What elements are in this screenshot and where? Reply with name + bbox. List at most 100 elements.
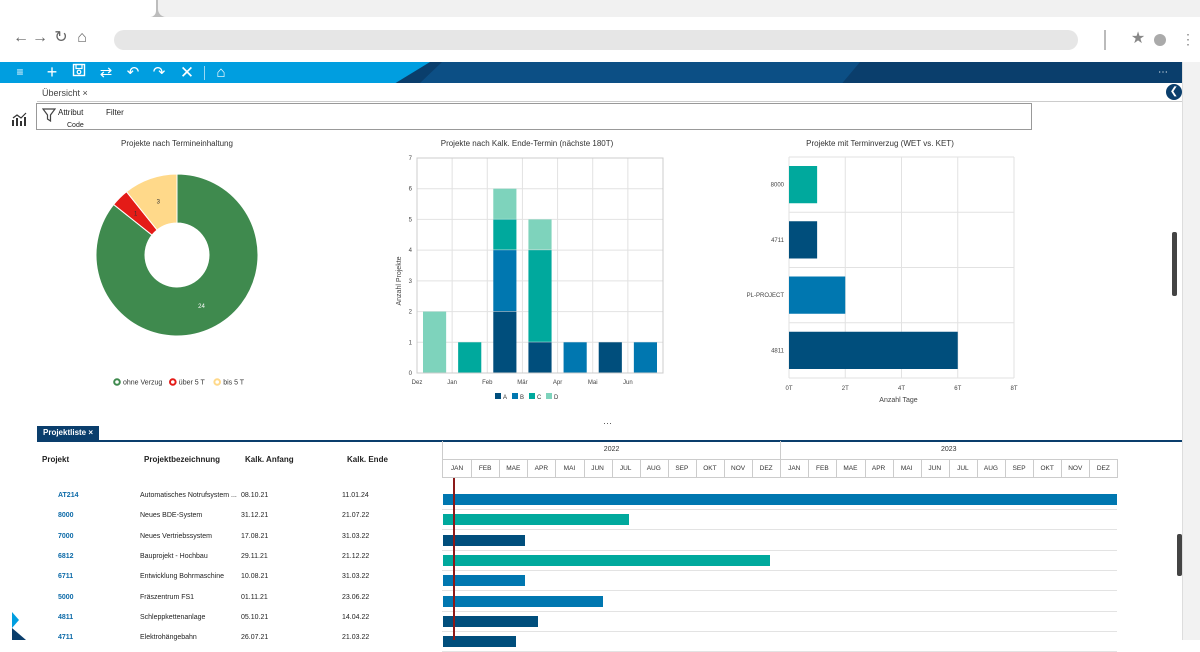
cell-ende: 21.03.22: [342, 634, 370, 642]
x-tick-label: Jun: [623, 380, 633, 386]
gantt-month-label: MAE: [506, 465, 521, 472]
gantt-month-divider: [1033, 459, 1035, 477]
cell-projekt[interactable]: 7000: [58, 532, 74, 540]
cell-projekt[interactable]: 5000: [58, 593, 74, 601]
col-header-projekt[interactable]: Projekt: [42, 455, 70, 464]
gantt-month-label: FEB: [816, 465, 829, 472]
y-tick-label: 3: [409, 279, 413, 285]
back-icon[interactable]: ←: [13, 29, 29, 46]
col-header-bezeichnung[interactable]: Projektbezeichnung: [144, 455, 221, 464]
cell-anfang: 26.07.21: [241, 634, 269, 642]
gantt-header: [442, 441, 1118, 478]
scrollbar-thumb-top[interactable]: [1172, 232, 1177, 296]
x-tick-label: Mai: [588, 380, 598, 386]
y-tick-label: 0: [409, 371, 413, 377]
legend-marker: [113, 378, 121, 386]
page-scrollbar[interactable]: [1182, 62, 1200, 640]
chart3-title: Projekte mit Terminverzug (WET vs. KET): [806, 139, 954, 148]
bar-segment: [528, 342, 552, 373]
profile-icon[interactable]: [1154, 34, 1166, 46]
gantt-month-divider: [920, 459, 922, 477]
gantt-month-divider: [892, 459, 894, 477]
tab-projektliste[interactable]: Projektliste ×: [37, 426, 100, 440]
address-bar[interactable]: [114, 30, 1078, 50]
scrollbar-thumb-bottom[interactable]: [1177, 534, 1182, 576]
tab-divider: [37, 101, 1182, 102]
tab-overview[interactable]: Übersicht ×: [42, 88, 88, 98]
gantt-month-label: JAN: [788, 465, 801, 472]
x-axis-label: Anzahl Tage: [879, 397, 918, 404]
menu-icon[interactable]: ≡: [16, 65, 24, 79]
donut-slice: [125, 173, 178, 231]
y-tick-label: 5: [409, 217, 413, 223]
col-header-ende[interactable]: Kalk. Ende: [347, 455, 388, 464]
cell-bezeichnung: Automatisches Notrufsystem ...: [140, 492, 237, 499]
y-tick-label: 4811: [771, 348, 785, 354]
gantt-month-label: APR: [871, 465, 886, 472]
splitter-handle[interactable]: ⋯: [603, 418, 612, 428]
cell-ende: 14.04.22: [342, 613, 370, 621]
close-icon[interactable]: ✕: [179, 63, 195, 82]
y-tick-label: PL-PROJECT: [747, 293, 785, 299]
more-icon[interactable]: ⋯: [1158, 67, 1168, 78]
gantt-bar: [443, 595, 603, 607]
legend-label: bis 5 T: [223, 380, 245, 387]
gantt-month-divider: [808, 459, 810, 477]
cell-anfang: 31.12.21: [241, 512, 269, 520]
filter-code-label[interactable]: Code: [67, 122, 84, 129]
browser-tab-active[interactable]: [0, 0, 156, 17]
gantt-month-divider: [976, 459, 978, 477]
cell-projekt[interactable]: 4811: [58, 613, 74, 621]
filter-attribute-label[interactable]: Attribut: [58, 108, 84, 117]
gantt-month-divider: [1089, 459, 1091, 477]
gantt-month-label: OKT: [703, 465, 717, 472]
gantt-month-divider: [1005, 459, 1006, 477]
cell-anfang: 05.10.21: [241, 613, 269, 621]
x-tick-label: Dez: [412, 380, 423, 386]
browser-menu-icon[interactable]: ⋮: [1181, 31, 1195, 47]
analytics-icon[interactable]: [11, 112, 29, 126]
save-icon[interactable]: [70, 63, 88, 82]
collapse-panel-icon[interactable]: ❮: [1166, 84, 1182, 100]
bar-segment: [493, 311, 517, 373]
home-icon[interactable]: ⌂: [216, 64, 226, 81]
tab-projektliste-close-icon[interactable]: ×: [88, 428, 94, 437]
y-tick-label: 6: [409, 187, 413, 193]
cell-projekt[interactable]: AT214: [58, 492, 79, 499]
gantt-row-line: [442, 549, 1117, 551]
cell-projekt[interactable]: 6711: [58, 573, 74, 581]
home-browser-icon[interactable]: ⌂: [77, 29, 87, 46]
cell-projekt[interactable]: 6812: [58, 552, 74, 560]
y-tick-label: 1: [409, 340, 413, 346]
filter-icon[interactable]: [41, 108, 57, 125]
undo-icon[interactable]: ↶: [126, 64, 140, 81]
col-header-anfang[interactable]: Kalk. Anfang: [245, 455, 294, 464]
gantt-month-label: AUG: [646, 465, 661, 472]
tab-overview-close-icon[interactable]: ×: [82, 88, 88, 98]
cell-projekt[interactable]: 4711: [58, 634, 74, 642]
bookmark-star-icon[interactable]: ★: [1130, 30, 1146, 47]
legend-marker: [529, 393, 535, 399]
cell-projekt[interactable]: 8000: [58, 512, 74, 520]
redo-icon[interactable]: ↷: [152, 64, 166, 81]
gantt-year-label: 2022: [603, 446, 620, 453]
donut-slice-label: 24: [198, 304, 205, 310]
reload-icon[interactable]: ↻: [54, 29, 68, 46]
gantt-bar: [443, 534, 526, 546]
x-tick-label: 4T: [898, 386, 905, 392]
gantt-month-divider: [948, 459, 950, 477]
forward-icon[interactable]: →: [32, 29, 48, 46]
gantt-month-label: MAI: [563, 465, 576, 472]
refresh-icon[interactable]: ⇄: [99, 64, 113, 81]
cell-anfang: 01.11.21: [241, 593, 268, 601]
x-tick-label: Feb: [482, 380, 493, 386]
gantt-bar: [443, 554, 770, 566]
gantt-bar: [443, 494, 1117, 505]
add-icon[interactable]: +: [46, 62, 58, 82]
bar-segment: [563, 342, 587, 373]
gantt-month-label: FEB: [478, 465, 492, 472]
gantt-month-label: DEZ: [759, 465, 773, 472]
gantt-today-line: [453, 478, 455, 640]
gantt-month-divider: [583, 459, 585, 477]
filter-filter-label[interactable]: Filter: [106, 108, 124, 117]
